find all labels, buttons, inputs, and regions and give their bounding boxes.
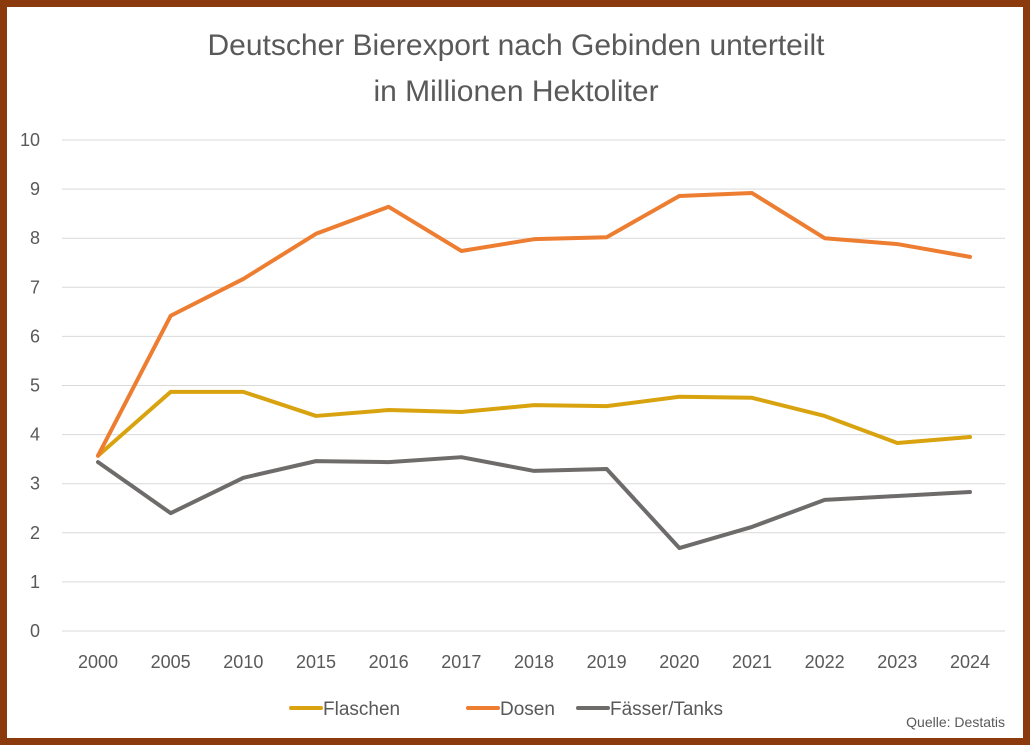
x-tick-label: 2000	[78, 652, 118, 672]
series-line-0	[96, 389, 972, 458]
y-tick-label: 0	[30, 621, 40, 641]
x-tick-label: 2022	[805, 652, 845, 672]
chart-title-line-1: Deutscher Bierexport nach Gebinden unter…	[207, 29, 825, 62]
y-tick-label: 7	[30, 277, 40, 297]
y-tick-label: 3	[30, 474, 40, 494]
x-tick-label: 2023	[877, 652, 917, 672]
x-tick-label: 2017	[441, 652, 481, 672]
x-tick-label: 2015	[296, 652, 336, 672]
legend-label: Flaschen	[323, 699, 400, 720]
y-tick-label: 6	[30, 326, 40, 346]
y-tick-label: 9	[30, 179, 40, 199]
x-tick-label: 2020	[659, 652, 699, 672]
series-line-1	[96, 191, 972, 458]
source-note: Quelle: Destatis	[906, 714, 1005, 730]
x-tick-label: 2024	[950, 652, 990, 672]
y-tick-label: 2	[30, 523, 40, 543]
x-tick-label: 2010	[223, 652, 263, 672]
y-tick-label: 10	[20, 130, 40, 150]
legend-label: Fässer/Tanks	[610, 699, 723, 720]
chart-title-line-2: in Millionen Hektoliter	[373, 75, 658, 108]
y-tick-label: 5	[30, 376, 40, 396]
x-tick-label: 2016	[369, 652, 409, 672]
x-tick-label: 2018	[514, 652, 554, 672]
y-tick-label: 8	[30, 228, 40, 248]
x-tick-label: 2019	[587, 652, 627, 672]
series-line-2	[96, 455, 972, 551]
legend-label: Dosen	[500, 699, 555, 720]
y-tick-label: 1	[30, 572, 40, 592]
x-tick-label: 2021	[732, 652, 772, 672]
x-tick-label: 2005	[151, 652, 191, 672]
y-tick-label: 4	[30, 425, 40, 445]
